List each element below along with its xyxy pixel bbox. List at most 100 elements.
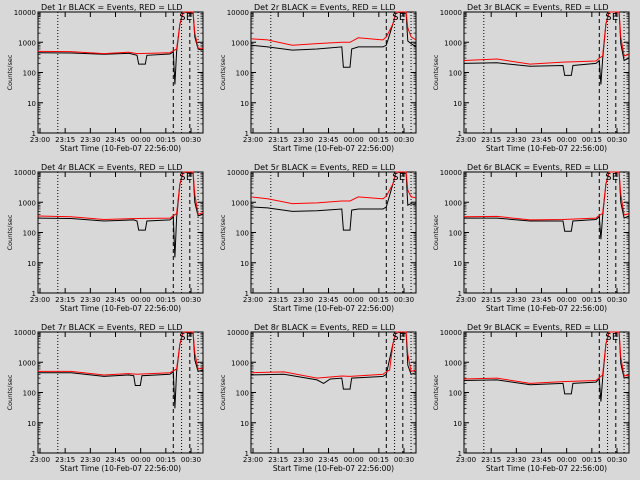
y-tick-label: 10 [27,260,36,268]
y-axis-label: Counts/sec [432,54,440,90]
x-tick-label: 23:00 [243,456,263,464]
x-tick-label: 23:45 [318,136,338,144]
y-tick-label: 100 [449,390,462,398]
x-tick-label: 00:00 [131,456,151,464]
y-axis-label: Counts/sec [6,54,14,90]
x-tick-label: 00:00 [557,136,577,144]
x-tick-label: 00:00 [131,136,151,144]
y-tick-label: 100 [236,230,249,238]
annotation-start: S [179,332,185,343]
y-tick-label: 10 [240,260,249,268]
chart-title: Det 1r BLACK = Events, RED = LLD [41,3,183,12]
events-series-line [38,331,204,409]
annotation-start: S [392,332,398,343]
x-tick-label: 23:15 [481,296,501,304]
x-tick-label: 00:15 [156,136,176,144]
y-tick-label: 1 [245,130,249,138]
detector-panel: Det 2r BLACK = Events, RED = LLD 1 10 100 10… [213,0,426,160]
x-axis-label: Start Time (10-Feb-07 22:56:00) [486,144,607,153]
y-tick-label: 10000 [14,169,36,177]
detector-chart: Det 6r BLACK = Events, RED = LLD 1 10 100 10… [432,163,630,313]
x-axis-label: Start Time (10-Feb-07 22:56:00) [273,464,394,473]
x-tick-label: 23:45 [531,296,551,304]
events-series-line [250,11,417,68]
x-tick-label: 23:30 [293,456,313,464]
x-tick-label: 23:45 [105,136,125,144]
chart-title: Det 5r BLACK = Events, RED = LLD [254,163,396,172]
x-tick-label: 23:00 [456,136,476,144]
x-tick-label: 00:30 [394,456,414,464]
y-tick-label: 10 [27,100,36,108]
y-tick-label: 10000 [440,9,462,17]
detector-panel: Det 4r BLACK = Events, RED = LLD 1 10 100 10… [0,160,213,320]
y-tick-label: 1 [32,450,36,458]
y-tick-label: 1000 [444,359,462,367]
x-tick-label: 00:30 [181,136,201,144]
lld-series-line [463,171,630,221]
plot-frame [37,11,204,134]
y-axis-label: Counts/sec [219,54,227,90]
x-tick-label: 23:00 [30,456,50,464]
x-tick-label: 00:15 [369,456,389,464]
lld-series-line [250,11,417,46]
x-tick-label: 23:30 [80,296,100,304]
annotation-end: E [186,172,192,183]
chart-title: Det 9r BLACK = Events, RED = LLD [467,323,609,332]
x-tick-label: 23:15 [55,136,75,144]
events-series-line [463,11,630,85]
chart-title: Det 3r BLACK = Events, RED = LLD [467,3,609,12]
detector-panel: Det 3r BLACK = Events, RED = LLD 1 10 100 10… [426,0,639,160]
x-axis-label: Start Time (10-Feb-07 22:56:00) [486,464,607,473]
detector-panel: Det 5r BLACK = Events, RED = LLD 1 10 100 10… [213,160,426,320]
lld-series-line [463,11,630,65]
x-axis-label: Start Time (10-Feb-07 22:56:00) [60,304,181,313]
y-tick-label: 1000 [231,39,249,47]
x-tick-label: 23:45 [531,456,551,464]
y-tick-label: 10000 [227,329,249,337]
y-tick-label: 10 [27,420,36,428]
x-tick-label: 23:15 [268,136,288,144]
detector-chart: Det 9r BLACK = Events, RED = LLD 1 10 100 10… [432,323,630,473]
y-tick-label: 10000 [227,9,249,17]
y-tick-label: 100 [236,390,249,398]
x-tick-label: 00:15 [369,136,389,144]
x-tick-label: 23:45 [531,136,551,144]
annotation-start: S [605,332,611,343]
x-tick-label: 23:15 [268,456,288,464]
lld-series-line [37,171,204,221]
detector-chart: Det 8r BLACK = Events, RED = LLD 1 10 100 10… [219,323,417,473]
x-tick-label: 23:15 [268,296,288,304]
x-tick-label: 23:45 [105,296,125,304]
events-series-line [37,171,204,258]
detector-panel: Det 6r BLACK = Events, RED = LLD 1 10 100 10… [426,160,639,320]
annotation-end: E [186,12,192,23]
y-tick-label: 10000 [14,329,36,337]
x-tick-label: 23:00 [456,456,476,464]
x-tick-label: 00:30 [181,456,201,464]
annotation-start: S [392,12,398,23]
annotation-start: S [605,12,611,23]
lld-series-line [37,11,204,55]
events-series-line [250,171,417,231]
detector-chart: Det 1r BLACK = Events, RED = LLD 1 10 100 10… [6,3,204,153]
annotation-start: S [392,172,398,183]
detector-chart: Det 3r BLACK = Events, RED = LLD 1 10 100 10… [432,3,630,153]
y-tick-label: 1 [458,450,462,458]
x-tick-label: 00:00 [557,296,577,304]
y-axis-label: Counts/sec [219,374,227,410]
y-tick-label: 100 [23,230,36,238]
x-tick-label: 00:00 [344,136,364,144]
annotation-end: E [612,332,618,343]
chart-title: Det 6r BLACK = Events, RED = LLD [467,163,609,172]
x-tick-label: 00:30 [394,296,414,304]
x-tick-label: 00:30 [607,136,627,144]
x-tick-label: 23:15 [55,456,75,464]
x-tick-label: 00:00 [344,296,364,304]
x-tick-label: 00:00 [344,456,364,464]
x-tick-label: 00:30 [394,136,414,144]
detector-chart: Det 5r BLACK = Events, RED = LLD 1 10 100 10… [219,163,417,313]
events-series-line [464,171,630,240]
annotation-start: S [605,172,611,183]
y-tick-label: 1000 [444,199,462,207]
y-tick-label: 100 [23,70,36,78]
